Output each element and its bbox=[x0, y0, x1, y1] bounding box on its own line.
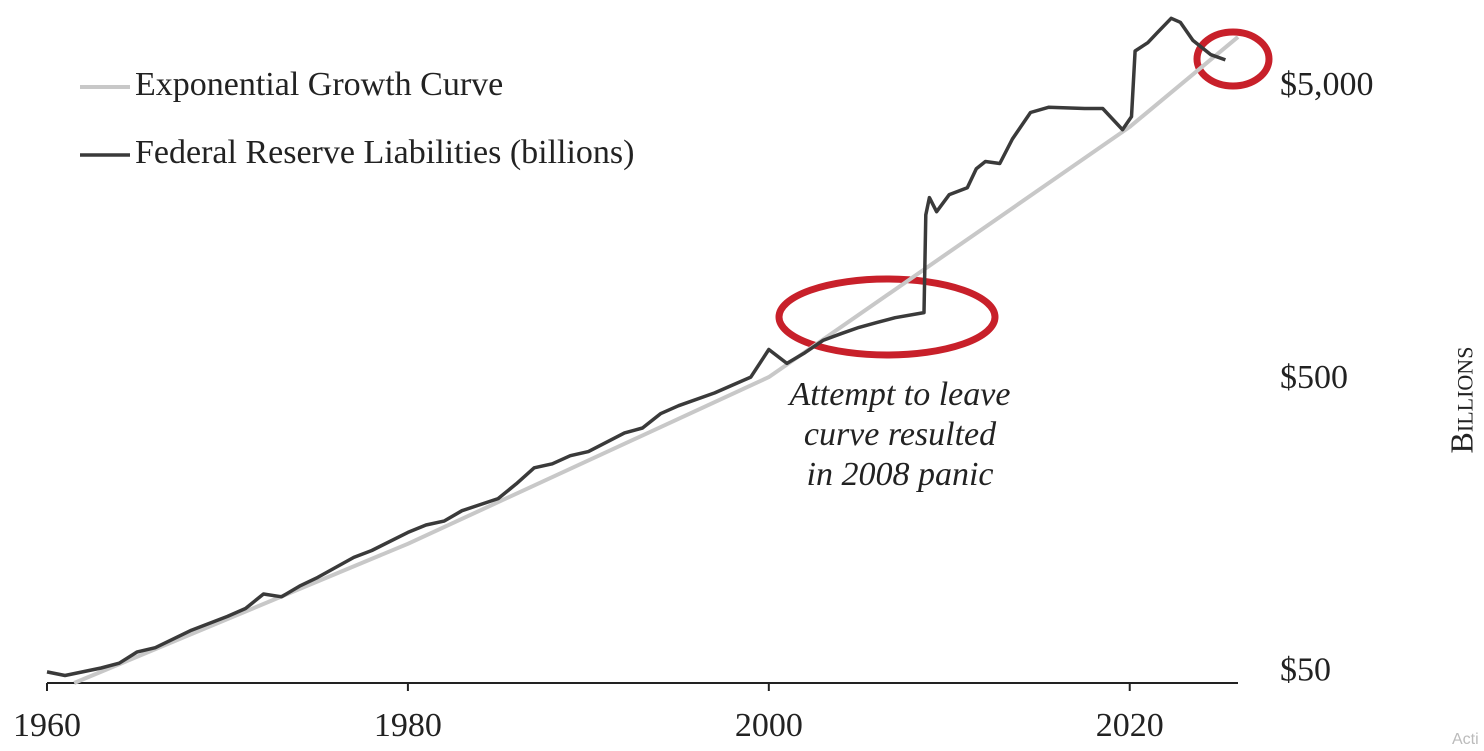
annotation: in 2008 panic bbox=[807, 456, 994, 493]
y-tick-label: $50 bbox=[1280, 652, 1331, 689]
y-tick-label: $500 bbox=[1280, 359, 1348, 396]
highlight-ellipse bbox=[775, 275, 999, 359]
x-tick-label: 1960 bbox=[13, 707, 81, 744]
x-tick-label: 2020 bbox=[1096, 707, 1164, 744]
x-tick-label: 2000 bbox=[735, 707, 803, 744]
legend-label: Federal Reserve Liabilities (billions) bbox=[135, 134, 634, 171]
legend-label: Exponential Growth Curve bbox=[135, 66, 503, 103]
series-line bbox=[46, 16, 1226, 678]
y-tick-label: $5,000 bbox=[1280, 66, 1374, 103]
annotation: curve resulted bbox=[804, 416, 997, 453]
watermark: Acti bbox=[1452, 731, 1479, 748]
highlight-ellipse bbox=[1193, 28, 1273, 90]
x-tick-label: 1980 bbox=[374, 707, 442, 744]
y-axis-label: Billions bbox=[1443, 347, 1479, 454]
series-line bbox=[73, 35, 1240, 685]
annotation: Attempt to leave bbox=[788, 376, 1011, 413]
